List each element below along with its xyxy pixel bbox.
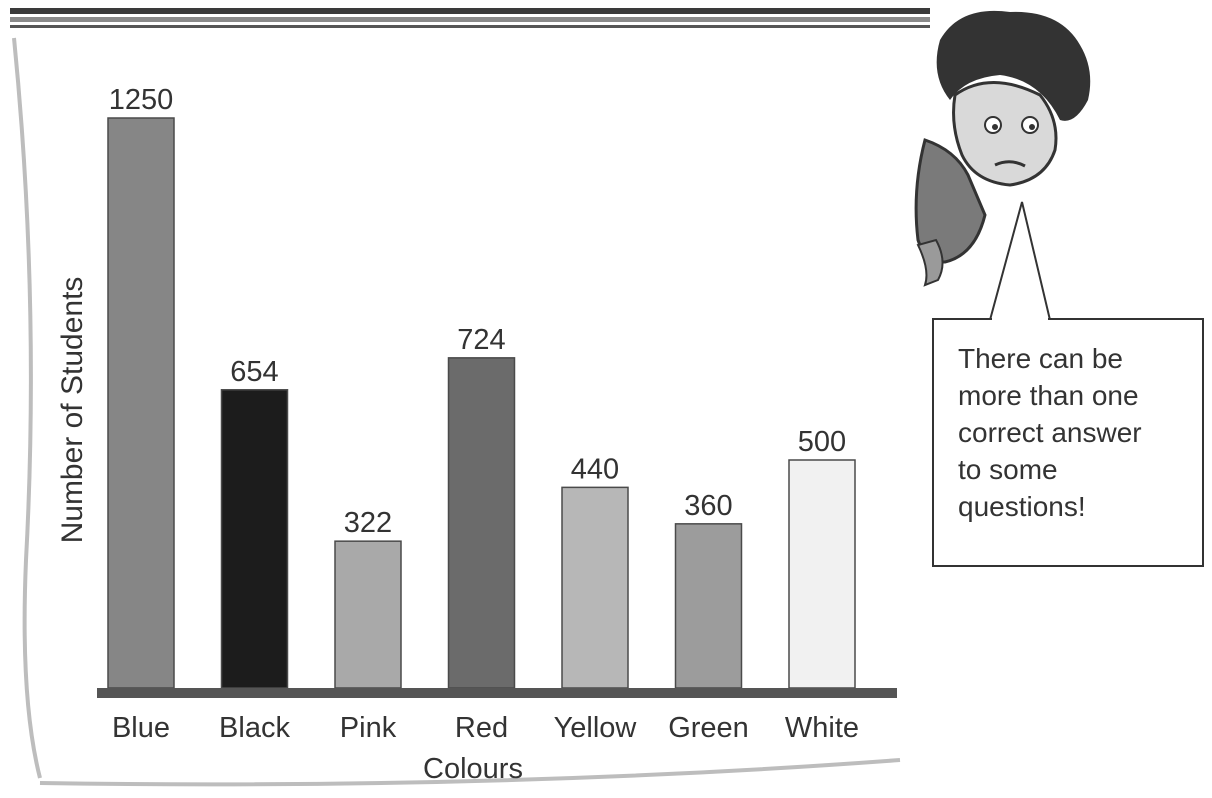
x-tick-label-pink: Pink [340,712,397,744]
speech-bubble-text: There can be more than one correct answe… [958,343,1142,522]
bar-pink [334,540,402,689]
x-tick-label-white: White [785,712,859,744]
boy-hair [936,10,1091,121]
value-label-black: 654 [230,356,278,388]
value-label-red: 724 [457,324,505,356]
x-tick-label-green: Green [668,712,749,744]
top-rule [10,8,930,14]
boy-pupil-left [992,124,998,130]
bar-red [447,357,516,689]
callout-pointer-join [992,317,1048,321]
boy-body [914,138,987,264]
category-labels-group: Blue Black Pink Red Yellow Green White [112,712,859,744]
bar-blue [107,117,175,689]
boy-mouth [994,160,1026,168]
boy-illustration [914,10,1091,287]
x-tick-label-black: Black [219,712,290,744]
y-axis-label: Number of Students [56,277,89,544]
x-tick-label-red: Red [455,712,508,744]
frame-bottom-curve [39,758,901,787]
bar-green [674,523,743,689]
callout-pointer [988,201,1052,321]
boy-arm [916,238,944,287]
frame-left-curve [12,37,42,779]
boy-pupil-right [1029,124,1035,130]
top-rule-light [10,17,930,22]
bar-black [220,389,289,689]
x-tick-label-blue: Blue [112,712,170,744]
x-axis-baseline [97,688,897,698]
value-label-blue: 1250 [109,84,174,116]
top-rule-thin [10,25,930,28]
value-labels-group: 1250 654 322 724 440 360 500 [109,84,846,539]
boy-face [952,81,1058,187]
value-label-pink: 322 [344,507,392,539]
bar-yellow [561,486,629,689]
x-tick-label-yellow: Yellow [554,712,638,744]
speech-bubble: There can be more than one correct answe… [932,318,1204,567]
bar-white [788,459,856,689]
value-label-white: 500 [798,426,846,458]
bars-group [107,117,856,689]
x-axis-label: Colours [423,753,523,785]
value-label-green: 360 [684,490,732,522]
value-label-yellow: 440 [571,453,619,485]
